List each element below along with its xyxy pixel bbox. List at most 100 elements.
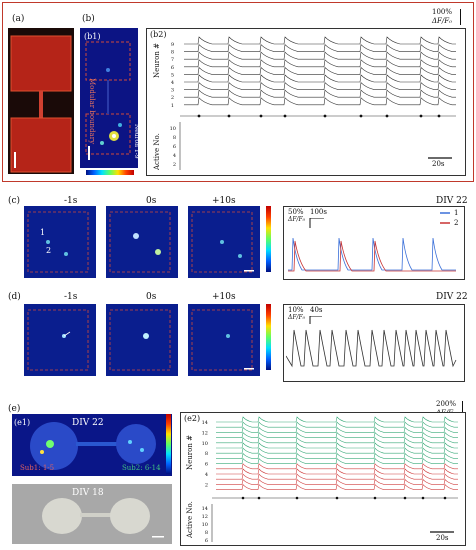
b2-active-tick: 8	[173, 135, 176, 141]
b2-neuron-tick: 5	[171, 72, 174, 78]
label-b2: (b2)	[150, 30, 167, 39]
b2-active-tick: 10	[170, 126, 176, 132]
b2-neuron-tick: 2	[171, 95, 174, 101]
b2-event-dot	[283, 114, 287, 118]
d-time-2: +10s	[212, 292, 236, 302]
e2-event-dot	[403, 496, 407, 500]
c-cell-2: 2	[46, 246, 52, 255]
b2-time-scale: 20s	[432, 160, 445, 168]
b2-trace-line	[184, 51, 456, 60]
c-time-2: +10s	[212, 196, 236, 206]
e1-div-bottom: DIV 18	[72, 488, 104, 498]
b2-active-tick: 4	[173, 153, 176, 159]
panel-e1-image	[12, 414, 172, 476]
e2-trace-line	[216, 483, 458, 490]
e2-trace-line	[216, 431, 458, 438]
c-scale-value: 50%	[288, 208, 304, 216]
d-traces	[286, 316, 457, 368]
e2-time-scale: 20s	[436, 534, 449, 542]
e2-trace-line	[216, 468, 458, 475]
e2-active-tick: 14	[202, 506, 208, 512]
b2-neuron-tick: 8	[171, 50, 174, 56]
label-e1: (e1)	[14, 418, 31, 427]
b2-active-tick: 2	[173, 162, 176, 168]
b2-event-dot	[259, 114, 263, 118]
e2-event-dot	[373, 496, 377, 500]
c-cell-1: 1	[40, 228, 46, 237]
panel-d-images	[24, 304, 260, 376]
e2-scale-bar	[462, 401, 463, 417]
d-scale-time: 40s	[310, 306, 323, 314]
b2-trace-line	[184, 59, 456, 68]
e2-traces: 14 12 10 8 6 4 2 14 12 10 8 6	[202, 416, 458, 544]
e2-event-dot	[257, 496, 261, 500]
e2-trace-line	[216, 437, 458, 444]
b2-event-dot	[227, 114, 231, 118]
b2-active-tick: 6	[173, 144, 176, 150]
b2-scale-bar	[460, 9, 461, 25]
c-time-0: -1s	[64, 196, 78, 206]
panel-b-neuron-range: Neuron 1-9	[133, 124, 140, 159]
c-legend-1: 1	[454, 209, 459, 217]
top-figure-frame	[2, 2, 474, 182]
e2-trace-line	[216, 452, 458, 459]
e1-sub1: Sub1: 1-5	[20, 464, 55, 472]
b2-trace-line	[184, 36, 456, 45]
e2-trace-line	[216, 447, 458, 454]
panel-d-colorbar	[266, 304, 271, 370]
modular-boundary-text: Modular boundary	[88, 78, 96, 145]
e2-neuron-tick: 2	[205, 482, 208, 488]
e2-trace-line	[216, 426, 458, 433]
e2-trace-line	[216, 478, 458, 485]
b2-trace-line	[184, 97, 456, 106]
b2-neuron-tick: 9	[171, 42, 174, 48]
e2-active-tick: 8	[205, 530, 208, 536]
label-a: (a)	[12, 14, 25, 24]
b2-event-dot	[437, 114, 441, 118]
d-time-1: 0s	[146, 292, 157, 302]
b2-neuron-tick: 3	[171, 88, 174, 94]
e2-ylabel-active: Active No.	[186, 501, 194, 538]
b2-trace-line	[184, 43, 456, 52]
d-scale-value: 10%	[288, 306, 304, 314]
e2-trace-line	[216, 421, 458, 428]
c-traces	[288, 218, 456, 272]
label-c: (c)	[8, 196, 21, 206]
c-time-1: 0s	[146, 196, 157, 206]
c-scale-time: 100s	[310, 208, 327, 216]
label-b: (b)	[82, 14, 95, 24]
panel-e1-brightfield	[12, 484, 172, 544]
d-div: DIV 22	[436, 292, 468, 302]
e2-event-dot	[335, 496, 339, 500]
panel-b-image	[80, 28, 138, 168]
e2-event-dot	[241, 496, 245, 500]
d-time-0: -1s	[64, 292, 78, 302]
b2-trace-line	[184, 66, 456, 75]
b2-neuron-tick: 6	[171, 65, 174, 71]
e2-neuron-tick: 12	[202, 430, 208, 436]
b2-neuron-tick: 4	[171, 80, 174, 86]
b2-scale-unit: ΔF/F₀	[432, 17, 452, 25]
label-b1: (b1)	[84, 32, 101, 41]
panel-c-images	[24, 206, 260, 278]
e2-neuron-tick: 8	[205, 451, 208, 457]
b2-trace-line	[184, 89, 456, 98]
c-scale-unit: ΔF/F₀	[288, 216, 306, 223]
panel-b-colorbar	[86, 170, 134, 175]
e2-neuron-tick: 4	[205, 472, 208, 478]
e2-trace-line	[216, 473, 458, 480]
e2-ylabel-neuron: Neuron #	[186, 435, 194, 470]
e2-scale-value: 200%	[436, 400, 457, 408]
e2-neuron-tick: 14	[202, 420, 208, 426]
e1-div: DIV 22	[72, 418, 104, 428]
e2-active-tick: 6	[205, 538, 208, 544]
e2-active-tick: 12	[202, 514, 208, 520]
panel-e1-colorbar	[166, 414, 171, 474]
b2-neuron-tick: 7	[171, 57, 174, 63]
c-legend-2: 2	[454, 219, 459, 227]
label-d: (d)	[8, 292, 21, 302]
panel-c-colorbar	[266, 206, 271, 272]
label-e2: (e2)	[184, 414, 201, 423]
e2-event-dot	[295, 496, 299, 500]
